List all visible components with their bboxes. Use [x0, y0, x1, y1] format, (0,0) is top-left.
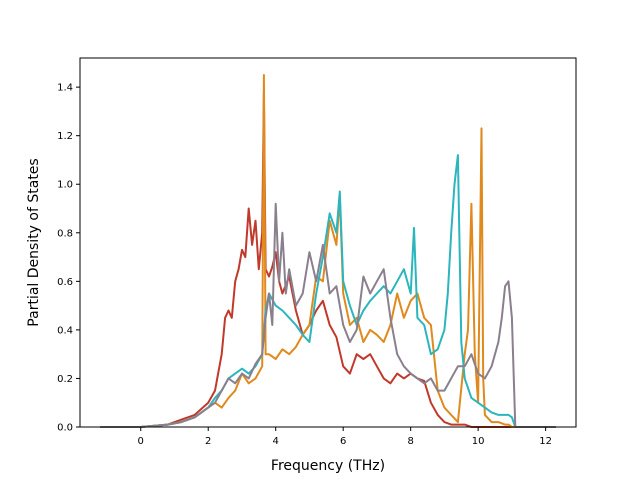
y-tick-label: 1.4 [57, 83, 73, 94]
x-tick-label: 6 [340, 436, 346, 447]
y-tick-label: 1.2 [57, 131, 73, 142]
y-tick-label: 0.6 [57, 277, 73, 288]
x-axis-label: Frequency (THz) [271, 458, 385, 474]
series-layer [100, 74, 556, 428]
x-axis-ticks: 0 2 4 6 8 10 12 [138, 427, 552, 447]
series-line-1 [100, 91, 556, 428]
x-tick-label: 8 [407, 436, 413, 447]
x-tick-label: 4 [273, 436, 279, 447]
plot-frame [79, 57, 577, 428]
y-axis-label: Partial Density of States [26, 158, 42, 326]
y-tick-label: 0.0 [57, 423, 73, 434]
x-tick-label: 12 [539, 436, 552, 447]
series-line-4 [100, 202, 556, 428]
series-line-3 [100, 154, 556, 428]
x-tick-label: 10 [472, 436, 485, 447]
y-tick-label: 0.8 [57, 228, 73, 239]
x-tick-label: 2 [205, 436, 211, 447]
y-tick-label: 1.0 [57, 180, 73, 191]
x-tick-label: 0 [138, 436, 144, 447]
y-tick-label: 0.4 [57, 325, 73, 336]
y-axis-ticks: 0.0 0.2 0.4 0.6 0.8 1.0 1.2 1.4 [57, 83, 80, 434]
y-tick-label: 0.2 [57, 374, 73, 385]
